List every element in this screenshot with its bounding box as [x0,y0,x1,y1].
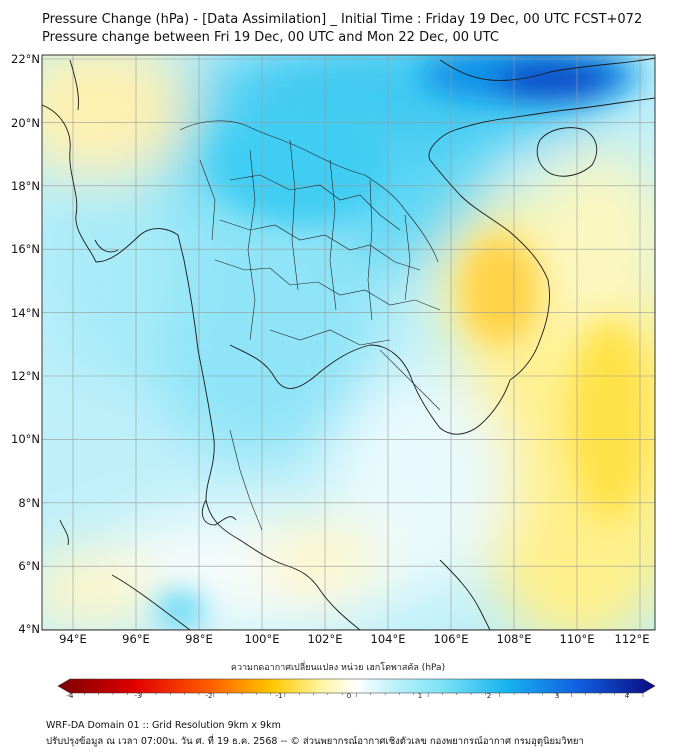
lat-label: 20°N [11,116,40,130]
chart-title-line2: Pressure change between Fri 19 Dec, 00 U… [42,30,499,45]
colorbar-tick: 3 [554,692,560,700]
field-layer [42,55,655,630]
lat-label: 4°N [18,622,40,636]
lon-label: 112°E [614,632,650,646]
lon-label: 110°E [559,632,595,646]
lon-label: 102°E [307,632,343,646]
lon-label: 104°E [370,632,406,646]
colorbar-tick: -3 [134,692,142,700]
chart-title-line1: Pressure Change (hPa) - [Data Assimilati… [42,12,643,27]
lat-label: 6°N [18,559,40,573]
lon-label: 98°E [185,632,213,646]
footer-credit: ปรับปรุงข้อมูล ณ เวลา 07:00น. วัน ศ. ที่… [46,736,584,747]
colorbar-tick: -2 [205,692,213,700]
colorbar-tick: -4 [66,692,74,700]
province-borders [179,120,441,531]
lat-label: 8°N [18,496,40,510]
colorbar-tick: 0 [346,692,352,700]
colorbar-tick: -1 [275,692,283,700]
map-frame [41,54,656,631]
colorbar-title: ความกดอากาศเปลี่ยนแปลง หน่วย เฮกโตพาสคัล… [230,663,446,673]
footer-model-info: WRF-DA Domain 01 :: Grid Resolution 9km … [46,720,281,731]
lon-label: 94°E [59,632,87,646]
lon-label: 108°E [496,632,532,646]
lat-label: 16°N [11,242,40,256]
lon-label: 100°E [244,632,280,646]
lat-label: 10°N [11,432,40,446]
lat-label: 12°N [11,369,40,383]
colorbar-tick: 4 [624,692,630,700]
lat-label: 22°N [11,52,40,66]
lat-label: 18°N [11,179,40,193]
lon-label: 96°E [122,632,150,646]
lat-label: 14°N [11,306,40,320]
colorbar-tick: 1 [417,692,423,700]
colorbar-tick: 2 [486,692,492,700]
colorbar [57,678,656,697]
lon-label: 106°E [433,632,469,646]
coastline-outline [42,57,655,630]
